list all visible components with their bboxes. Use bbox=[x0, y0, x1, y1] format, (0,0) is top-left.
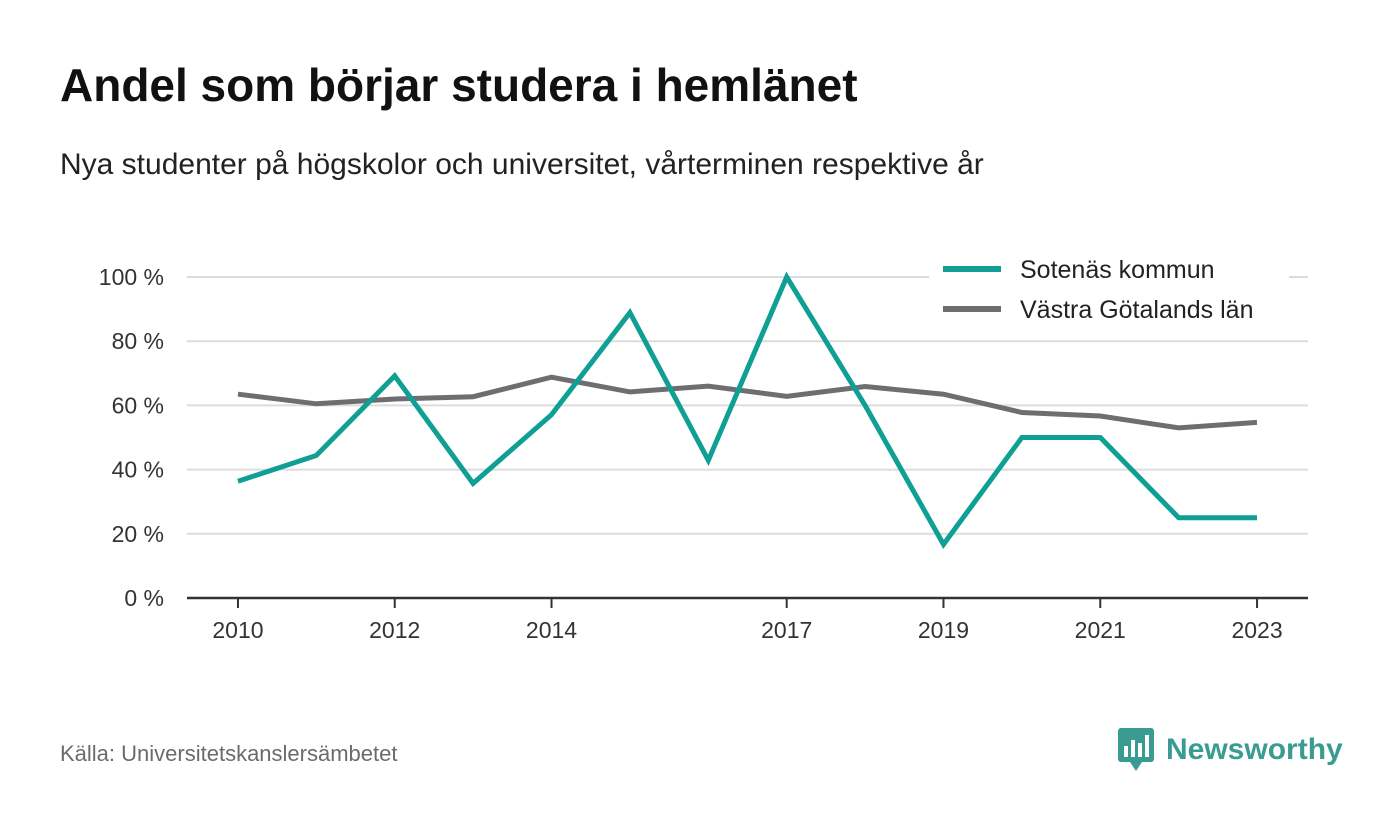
brand-name: Newsworthy bbox=[1166, 733, 1343, 766]
x-tick-label: 2019 bbox=[918, 617, 969, 643]
x-tick-label: 2021 bbox=[1075, 617, 1126, 643]
source-note: Källa: Universitetskanslersämbetet bbox=[60, 741, 398, 766]
legend-label-1: Västra Götalands län bbox=[1020, 296, 1253, 324]
x-tick-label: 2012 bbox=[369, 617, 420, 643]
legend-background bbox=[929, 247, 1289, 337]
x-tick-label: 2017 bbox=[761, 617, 812, 643]
y-tick-label: 20 % bbox=[112, 521, 164, 547]
legend: Sotenäs kommun Västra Götalands län bbox=[929, 247, 1289, 337]
newsworthy-logo-icon bbox=[1118, 728, 1154, 771]
y-tick-label: 40 % bbox=[112, 457, 164, 483]
y-tick-label: 60 % bbox=[112, 392, 164, 418]
axes: 0 % 20 % 40 % 60 % 80 % 100 % 2010 2012 2014 2017… bbox=[99, 264, 1308, 643]
y-tick-label: 80 % bbox=[112, 328, 164, 354]
legend-label-0: Sotenäs kommun bbox=[1020, 256, 1215, 284]
brand-logo: Newsworthy bbox=[1118, 728, 1343, 772]
series-line-1 bbox=[237, 374, 1258, 431]
chart-title: Andel som börjar studera i hemlänet bbox=[60, 59, 858, 111]
line-chart: 0 % 20 % 40 % 60 % 80 % 100 % 2010 2012 2014 2017… bbox=[98, 247, 1308, 643]
x-tick-label: 2010 bbox=[212, 617, 263, 643]
y-tick-label: 0 % bbox=[124, 585, 164, 611]
x-tick-label: 2014 bbox=[526, 617, 577, 643]
series-lines bbox=[237, 271, 1258, 550]
chart-subtitle: Nya studenter på högskolor och universit… bbox=[60, 148, 984, 181]
y-tick-label: 100 % bbox=[99, 264, 164, 290]
x-tick-label: 2023 bbox=[1231, 617, 1282, 643]
series-line-0 bbox=[237, 271, 1257, 550]
